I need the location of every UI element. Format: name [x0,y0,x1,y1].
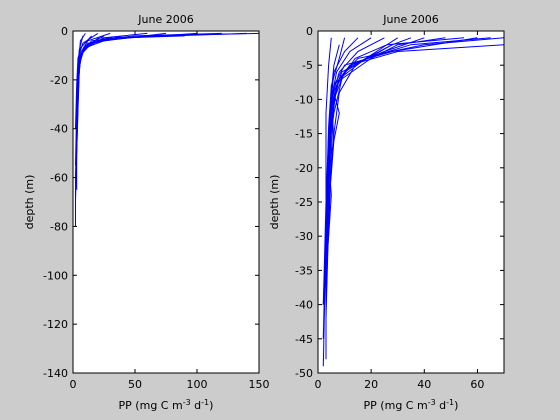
y-tick-label: -15 [295,128,313,141]
y-tick-label: -40 [295,299,313,312]
y-tick-label: -10 [295,93,313,106]
y-tick-label: -20 [50,74,68,87]
y-tick-label: -25 [295,196,313,209]
series-group [322,37,505,367]
x-label-sup: -1 [446,398,454,407]
x-label-sup: -3 [183,398,191,407]
plot-area [318,31,504,373]
y-tick-label: -100 [43,269,68,282]
x-tick-label: 40 [417,378,431,391]
y-tick-label: 0 [306,25,313,38]
series-line-8 [76,32,111,154]
series-group [75,32,260,227]
left-panel: 0 50 100 150 0 -20 -40 -60 -80 -100 -120 -140 June 2… [23,13,270,412]
chart-title: June 2006 [382,13,438,26]
right-panel: 0 20 40 60 0 -5 -10 -15 -20 -25 -30 -35 -40 -45 -50 Jun… [268,13,505,413]
x-axis-label: PP (mg C m-3 d-1) [119,398,214,413]
series-line-13 [76,35,84,105]
y-tick-label: -20 [295,162,313,175]
y-tick-label: -140 [43,367,68,380]
x-label-part: d [436,399,446,412]
y-axis-label: depth (m) [23,175,36,230]
y-tick-label: -40 [50,123,68,136]
x-tick-label: 50 [128,378,142,391]
x-label-sup: -3 [428,398,436,407]
y-tick-label: -120 [43,318,68,331]
plot-area [73,31,259,373]
x-label-part: ) [454,399,458,412]
y-tick-label: -60 [50,172,68,185]
y-tick-label: -35 [295,264,313,277]
x-tick-label: 0 [70,378,77,391]
axes-frame [72,30,260,374]
x-tick-label: 0 [315,378,322,391]
series-line-14 [322,44,340,367]
y-tick-label: -80 [50,220,68,233]
series-line-15 [322,37,332,305]
y-tick-label: -5 [302,59,313,72]
x-label-sup: -1 [201,398,209,407]
x-label-part: ) [209,399,213,412]
y-tick-label: -30 [295,230,313,243]
x-tick-label: 100 [187,378,208,391]
series-line-9 [325,44,393,319]
series-line-10 [325,37,385,264]
x-tick-label: 150 [249,378,270,391]
y-tick-label: -45 [295,333,313,346]
x-label-part: PP (mg C m [119,399,183,412]
x-label-part: PP (mg C m [364,399,428,412]
x-axis-label: PP (mg C m-3 d-1) [364,398,459,413]
x-label-part: d [191,399,201,412]
x-tick-label: 20 [364,378,378,391]
x-tick-label: 60 [470,378,484,391]
chart-title: June 2006 [137,13,193,26]
y-tick-label: -50 [295,367,313,380]
y-tick-label: 0 [61,25,68,38]
y-axis-label: depth (m) [268,175,281,230]
